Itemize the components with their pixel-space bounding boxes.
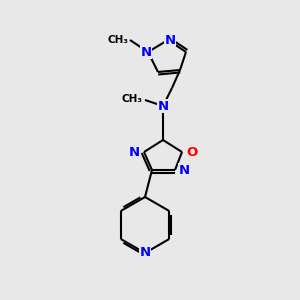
Text: N: N [129,146,140,158]
Text: N: N [140,46,152,59]
Text: N: N [179,164,190,176]
Text: O: O [186,146,197,158]
Text: CH₃: CH₃ [122,94,143,104]
Text: N: N [140,247,151,260]
Text: CH₃: CH₃ [107,35,128,45]
Text: N: N [158,100,169,112]
Text: N: N [164,34,175,46]
